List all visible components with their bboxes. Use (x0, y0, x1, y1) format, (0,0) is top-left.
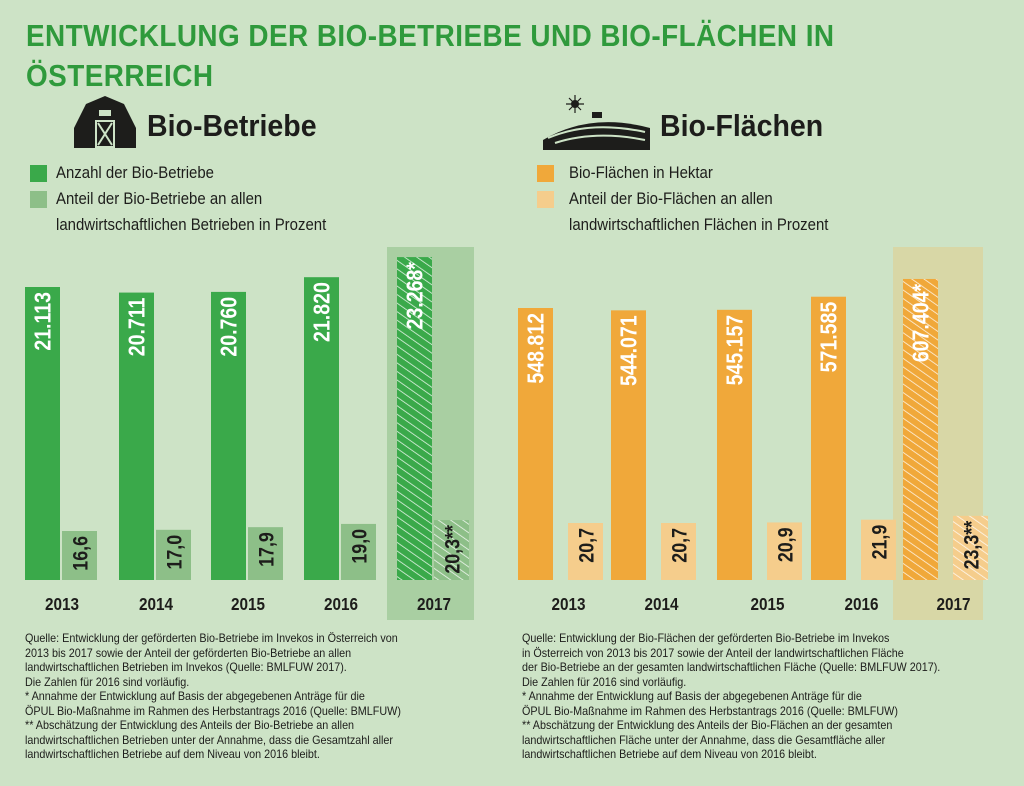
bio-betriebe-bar-hatch-2017 (434, 520, 469, 580)
bio-flaechen-data-label-value-2017: 607.404* (908, 283, 934, 362)
footnote-line: landwirtschaftlichen Betriebe auf dem Ni… (522, 748, 817, 761)
footnote-line: in Österreich von 2013 bis 2017 sowie de… (522, 646, 904, 660)
barn-icon (74, 96, 136, 148)
legend-label: Bio-Flächen in Hektar (569, 163, 713, 182)
bio-betriebe-bar-share-2015 (248, 527, 283, 580)
bio-betriebe-data-label-value-2013: 21.113 (30, 292, 56, 351)
bio-betriebe-year-label-2017: 2017 (417, 594, 451, 614)
bio-flaechen-data-label-value-2014: 544.071 (616, 315, 642, 386)
legend-swatch-area (537, 165, 554, 182)
bio-flaechen-bar-share-2013 (568, 523, 603, 580)
farm-fields-icon (543, 95, 650, 150)
footnote-line: der Bio-Betriebe an der gesamten landwir… (522, 661, 941, 674)
bio-betriebe-year-label-2013: 2013 (45, 594, 79, 614)
bio-betriebe-data-label-value-2016: 21.820 (309, 282, 335, 342)
footnote-line: ÖPUL Bio-Maßnahme im Rahmen des Herbstan… (25, 704, 401, 718)
bio-betriebe-year-label-2016: 2016 (324, 594, 358, 614)
legend-label: Anteil der Bio-Betriebe an allen (56, 189, 263, 208)
bio-flaechen-bar-hatch-2017 (953, 515, 988, 580)
bio-flaechen-data-label-value-2015: 545.157 (722, 315, 748, 386)
bio-flaechen-data-label-share-2016: 21,9 (868, 525, 892, 560)
bio-betriebe-data-label-share-2015: 17,9 (255, 532, 279, 567)
bio-flaechen-data-label-value-2016: 571.585 (816, 302, 842, 373)
footnote-line: * Annahme der Entwicklung auf Basis der … (25, 690, 365, 703)
legend-label: Anteil der Bio-Flächen an allen (569, 189, 773, 208)
bio-betriebe-data-label-share-2013: 16,6 (69, 536, 93, 571)
bio-betriebe-heading: Bio-Betriebe (147, 108, 317, 143)
bio-betriebe-year-label-2015: 2015 (231, 594, 265, 614)
bio-flaechen-bar-value-2013 (518, 308, 553, 580)
footnote-line: landwirtschaftlichen Betrieben unter der… (25, 733, 394, 747)
bio-betriebe-bar-value-2013 (25, 287, 60, 580)
bio-betriebe-data-label-value-2017: 23.268* (402, 261, 428, 329)
footnote-line: Die Zahlen für 2016 sind vorläufig. (522, 675, 687, 689)
bio-flaechen-heading: Bio-Flächen (660, 108, 824, 143)
bio-betriebe-data-label-value-2014: 20.711 (124, 297, 150, 356)
bio-flaechen-data-label-value-2013: 548.812 (523, 313, 549, 384)
bio-betriebe-data-label-share-2017: 20,3** (441, 525, 465, 574)
left-footnotes: Quelle: Entwicklung der geförderten Bio-… (25, 632, 401, 763)
bio-flaechen-year-label-2015: 2015 (750, 594, 784, 614)
footnote-line: ÖPUL Bio-Maßnahme im Rahmen des Herbstan… (522, 704, 898, 718)
bio-betriebe-bar-value-2015 (211, 291, 246, 580)
bio-flaechen-bar-value-2014 (611, 310, 646, 580)
bio-betriebe-bar-share-2016 (341, 523, 376, 580)
bio-betriebe-data-label-share-2014: 17,0 (163, 535, 187, 570)
bio-betriebe-bar-share-2013 (62, 531, 97, 580)
bio-flaechen-bar-share-2014 (661, 523, 696, 580)
legend-swatch-count (30, 165, 47, 182)
footnote-line: Quelle: Entwicklung der Bio-Flächen der … (522, 632, 890, 645)
bio-flaechen-bar-share-2015 (767, 522, 802, 580)
bio-betriebe-bar-share-2014 (156, 529, 191, 580)
bio-flaechen-data-label-share-2014: 20,7 (668, 528, 692, 563)
bio-betriebe-data-label-share-2016: 19,0 (348, 529, 372, 564)
right-footnotes: Quelle: Entwicklung der Bio-Flächen der … (522, 632, 940, 763)
bio-flaechen-bar-hatch-2017 (903, 278, 938, 580)
bio-flaechen-data-label-share-2015: 20,9 (774, 527, 798, 562)
bio-flaechen-bar-value-2015 (717, 309, 752, 580)
bio-flaechen-year-label-2013: 2013 (551, 594, 585, 614)
bio-betriebe-bar-value-2016 (304, 277, 339, 580)
footnote-line: Die Zahlen für 2016 sind vorläufig. (25, 675, 190, 689)
bio-betriebe-bar-hatch-2017 (397, 257, 432, 580)
bio-betriebe-year-label-2014: 2014 (139, 594, 174, 614)
footnote-line: landwirtschaftlichen Betriebe auf dem Ni… (25, 748, 320, 761)
bio-betriebe-data-label-value-2015: 20.760 (216, 297, 242, 357)
bio-flaechen-bar-share-2016 (861, 519, 896, 580)
bio-flaechen-year-label-2014: 2014 (644, 594, 679, 614)
legend-label: landwirtschaftlichen Flächen in Prozent (569, 215, 829, 234)
footnote-line: * Annahme der Entwicklung auf Basis der … (522, 690, 862, 703)
page-title: ENTWICKLUNG DER BIO-BETRIEBE UND BIO-FLÄ… (26, 18, 835, 93)
bio-betriebe-bar-value-2014 (119, 292, 154, 580)
bio-flaechen-year-label-2016: 2016 (844, 594, 878, 614)
footnote-line: landwirtschaftlichen Betrieben im Inveko… (25, 661, 347, 674)
legend-swatch-share (537, 191, 554, 208)
bio-flaechen-year-label-2017: 2017 (936, 594, 970, 614)
bio-flaechen-bar-value-2016 (811, 296, 846, 580)
footnote-line: ** Abschätzung der Entwicklung des Antei… (522, 719, 893, 732)
bio-flaechen-data-label-share-2017: 23,3** (960, 520, 984, 569)
footnote-line: Quelle: Entwicklung der geförderten Bio-… (25, 632, 398, 645)
footnote-line: landwirtschaftlichen Fläche unter der An… (522, 733, 886, 747)
bio-flaechen-data-label-share-2013: 20,7 (575, 528, 599, 563)
legend-swatch-share (30, 191, 47, 208)
legend-label: landwirtschaftlichen Betrieben in Prozen… (56, 215, 327, 234)
legend-label: Anzahl der Bio-Betriebe (56, 163, 215, 182)
footnote-line: 2013 bis 2017 sowie der Anteil der geför… (25, 646, 352, 660)
footnote-line: ** Abschätzung der Entwicklung des Antei… (25, 719, 355, 732)
